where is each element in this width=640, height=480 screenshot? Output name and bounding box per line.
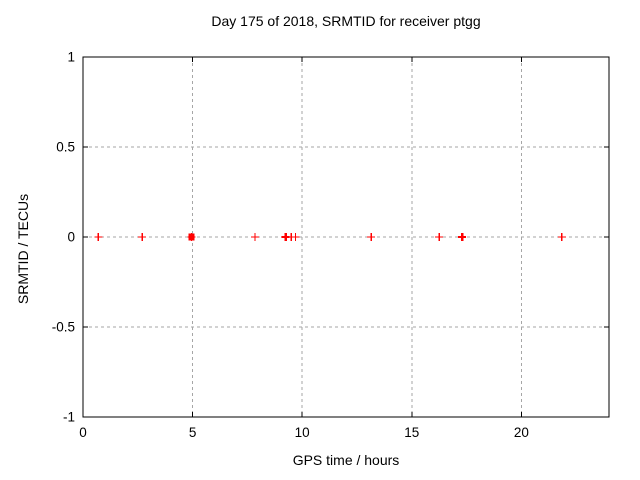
data-point-marker xyxy=(187,233,196,241)
data-point-marker xyxy=(251,233,260,241)
x-tick-label: 15 xyxy=(404,425,419,440)
y-tick-label: 1 xyxy=(67,50,75,65)
y-tick-label: -0.5 xyxy=(52,320,75,335)
x-tick-label: 10 xyxy=(295,425,310,440)
data-point-marker xyxy=(435,233,444,241)
x-tick-label: 0 xyxy=(79,425,87,440)
y-tick-label: 0 xyxy=(67,230,75,245)
y-tick-label: 0.5 xyxy=(56,140,75,155)
data-point-marker xyxy=(138,233,147,241)
data-point-marker xyxy=(94,233,103,241)
data-point-marker xyxy=(367,233,376,241)
data-point-marker xyxy=(458,233,467,241)
x-tick-label: 5 xyxy=(189,425,197,440)
y-tick-label: -1 xyxy=(63,410,75,425)
chart-title: Day 175 of 2018, SRMTID for receiver ptg… xyxy=(211,13,481,29)
x-tick-label: 20 xyxy=(514,425,529,440)
x-axis-title: GPS time / hours xyxy=(292,452,400,468)
data-point-marker xyxy=(557,233,566,241)
data-point-marker xyxy=(291,233,300,241)
